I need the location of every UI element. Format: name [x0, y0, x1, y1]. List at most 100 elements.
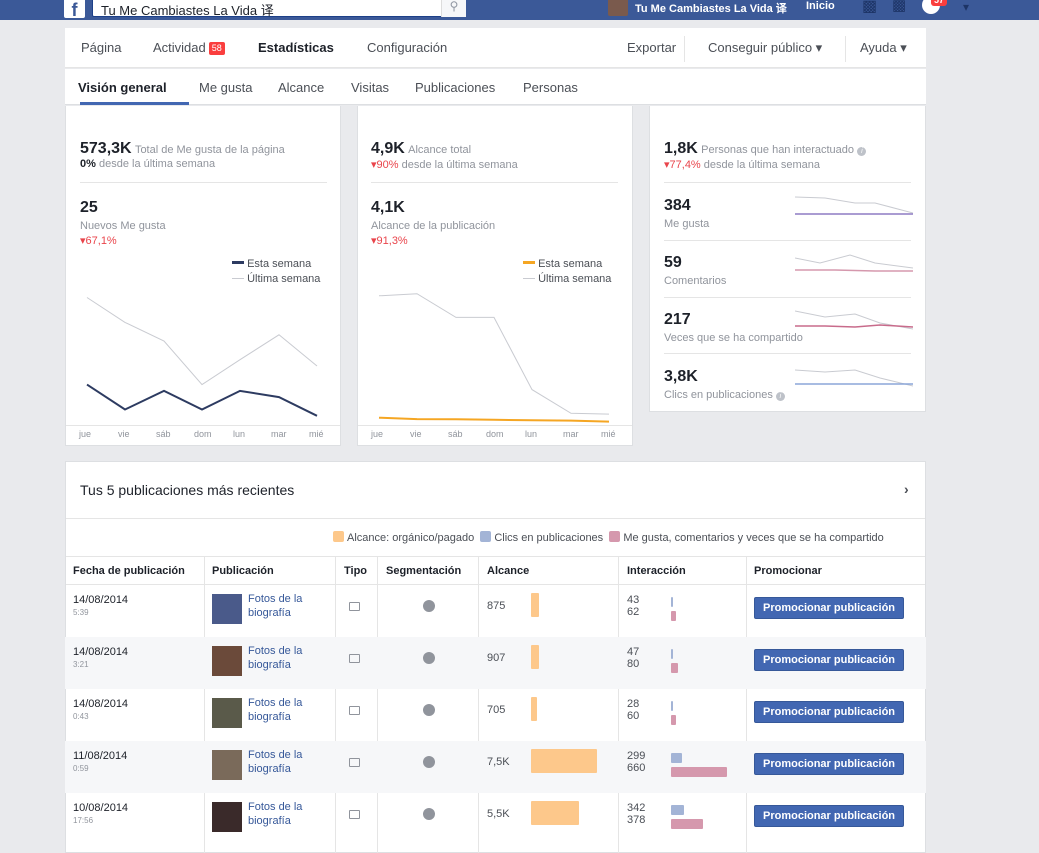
- clicks-value: 43: [627, 594, 640, 606]
- engagement-values: 299 660: [627, 750, 645, 774]
- get-audience-dropdown[interactable]: Conseguir público ▾: [708, 40, 823, 55]
- info-icon[interactable]: i: [775, 392, 785, 401]
- reach-value: 5,5K: [487, 808, 510, 820]
- promote-post-button[interactable]: Promocionar publicación: [754, 753, 904, 775]
- search-input[interactable]: Tu Me Cambiastes La Vida 译: [92, 0, 466, 18]
- column-header-promote[interactable]: Promocionar: [754, 565, 822, 577]
- metric-likes-value: 384: [664, 197, 691, 214]
- column-header-date[interactable]: Fecha de publicación: [73, 565, 185, 577]
- engagement-total-value: 1,8K: [664, 140, 698, 157]
- post-time: 0:59: [73, 764, 89, 773]
- engagement-change-line: ▾77,4% desde la última semana: [664, 158, 820, 171]
- reach-bar: [531, 749, 597, 773]
- column-header-targeting[interactable]: Segmentación: [386, 565, 462, 577]
- likes-bar: [671, 819, 703, 829]
- clicks-value: 47: [627, 646, 640, 658]
- likes-value: 80: [627, 658, 640, 670]
- column-header-engagement[interactable]: Interacción: [627, 565, 686, 577]
- axis-line: [358, 425, 632, 426]
- chevron-right-icon[interactable]: ›: [904, 481, 909, 497]
- photo-type-icon: [349, 758, 360, 767]
- profile-link[interactable]: Tu Me Cambiastes La Vida 译: [635, 3, 787, 15]
- likes-card[interactable]: [65, 106, 341, 446]
- column-divider: [478, 557, 479, 853]
- subtab-personas[interactable]: Personas: [523, 80, 578, 95]
- legend-last-week-swatch: [523, 278, 535, 279]
- account-menu-caret-icon[interactable]: ▾: [963, 0, 970, 14]
- column-header-reach[interactable]: Alcance: [487, 565, 530, 577]
- legend-this-week: Esta semana: [523, 258, 602, 270]
- post-link[interactable]: Fotos de la biografía: [248, 801, 303, 827]
- subtab-me-gusta[interactable]: Me gusta: [199, 80, 253, 95]
- posts-legend: Alcance: orgánico/pagado Clics en public…: [333, 531, 884, 544]
- legend-clicks-label: Clics en publicaciones: [494, 532, 604, 544]
- info-icon[interactable]: i: [857, 147, 867, 156]
- metric-shares-value: 217: [664, 311, 691, 328]
- divider: [66, 584, 925, 585]
- post-thumbnail[interactable]: [212, 750, 242, 780]
- search-icon[interactable]: ⚲: [441, 0, 466, 17]
- engagement-card[interactable]: [649, 106, 926, 412]
- post-link[interactable]: Fotos de la biografía: [248, 697, 303, 723]
- promote-post-button[interactable]: Promocionar publicación: [754, 597, 904, 619]
- reach-change-line: ▾90% desde la última semana: [371, 158, 518, 171]
- subtab-publicaciones[interactable]: Publicaciones: [415, 80, 496, 95]
- help-dropdown[interactable]: Ayuda ▾: [860, 40, 907, 55]
- likes-line-chart: [86, 297, 318, 417]
- post-date: 10/08/2014: [73, 802, 129, 814]
- divider: [664, 297, 911, 298]
- post-link[interactable]: Fotos de la biografía: [248, 749, 303, 775]
- subtab-vision-general[interactable]: Visión general: [78, 80, 167, 95]
- new-likes-change: ▾67,1%: [80, 235, 117, 247]
- legend-last-week-label: Última semana: [538, 273, 612, 285]
- promote-post-button[interactable]: Promocionar publicación: [754, 701, 904, 723]
- x-tick-label: mar: [271, 429, 287, 439]
- post-thumbnail[interactable]: [212, 594, 242, 624]
- post-thumbnail[interactable]: [212, 646, 242, 676]
- likes-bar: [671, 767, 727, 777]
- page-admin-nav: Página Actividad 58 Estadísticas Configur…: [65, 28, 926, 68]
- clicks-bar: [671, 597, 673, 607]
- column-divider: [335, 557, 336, 853]
- reach-bar: [531, 593, 539, 617]
- tab-actividad[interactable]: Actividad 58: [153, 40, 225, 55]
- post-time: 0:43: [73, 712, 89, 721]
- recent-posts-title: Tus 5 publicaciones más recientes: [80, 482, 295, 498]
- promote-post-button[interactable]: Promocionar publicación: [754, 649, 904, 671]
- legend-this-week: Esta semana: [232, 258, 311, 270]
- home-link[interactable]: Inicio: [806, 0, 835, 12]
- table-row: 14/08/2014 3:21 Fotos de la biografía 907 47…: [65, 637, 926, 689]
- post-thumbnail[interactable]: [212, 802, 242, 832]
- promote-post-button[interactable]: Promocionar publicación: [754, 805, 904, 827]
- column-header-post[interactable]: Publicación: [212, 565, 274, 577]
- likes-bar: [671, 715, 676, 725]
- clicks-sparkline: [795, 369, 913, 387]
- column-header-type[interactable]: Tipo: [344, 565, 368, 577]
- messages-icon[interactable]: ▩: [892, 0, 907, 14]
- tab-pagina[interactable]: Página: [81, 40, 122, 55]
- reach-card[interactable]: [357, 106, 633, 446]
- legend-reach-label: Alcance: orgánico/pagado: [347, 532, 475, 544]
- facebook-logo-icon[interactable]: f: [64, 0, 85, 20]
- post-thumbnail[interactable]: [212, 698, 242, 728]
- avatar[interactable]: [608, 0, 628, 16]
- divider: [371, 182, 618, 183]
- post-link[interactable]: Fotos de la biografía: [248, 593, 303, 619]
- friend-requests-icon[interactable]: ▩: [862, 0, 878, 15]
- reach-total-line: 4,9K Alcance total: [371, 140, 471, 158]
- post-link[interactable]: Fotos de la biografía: [248, 645, 303, 671]
- x-tick-label: vie: [118, 429, 130, 439]
- tab-estadisticas[interactable]: Estadísticas: [258, 40, 334, 55]
- subtab-visitas[interactable]: Visitas: [351, 80, 390, 95]
- divider: [845, 36, 846, 62]
- photo-type-icon: [349, 706, 360, 715]
- export-link[interactable]: Exportar: [627, 40, 677, 55]
- metric-comments-label: Comentarios: [664, 275, 727, 287]
- column-divider: [618, 557, 619, 853]
- metric-likes-label: Me gusta: [664, 218, 710, 230]
- post-reach-value: 4,1K: [371, 199, 405, 216]
- metric-shares-label: Veces que se ha compartido: [664, 332, 803, 344]
- tab-configuracion[interactable]: Configuración: [367, 40, 448, 55]
- likes-value: 62: [627, 606, 640, 618]
- subtab-alcance[interactable]: Alcance: [278, 80, 325, 95]
